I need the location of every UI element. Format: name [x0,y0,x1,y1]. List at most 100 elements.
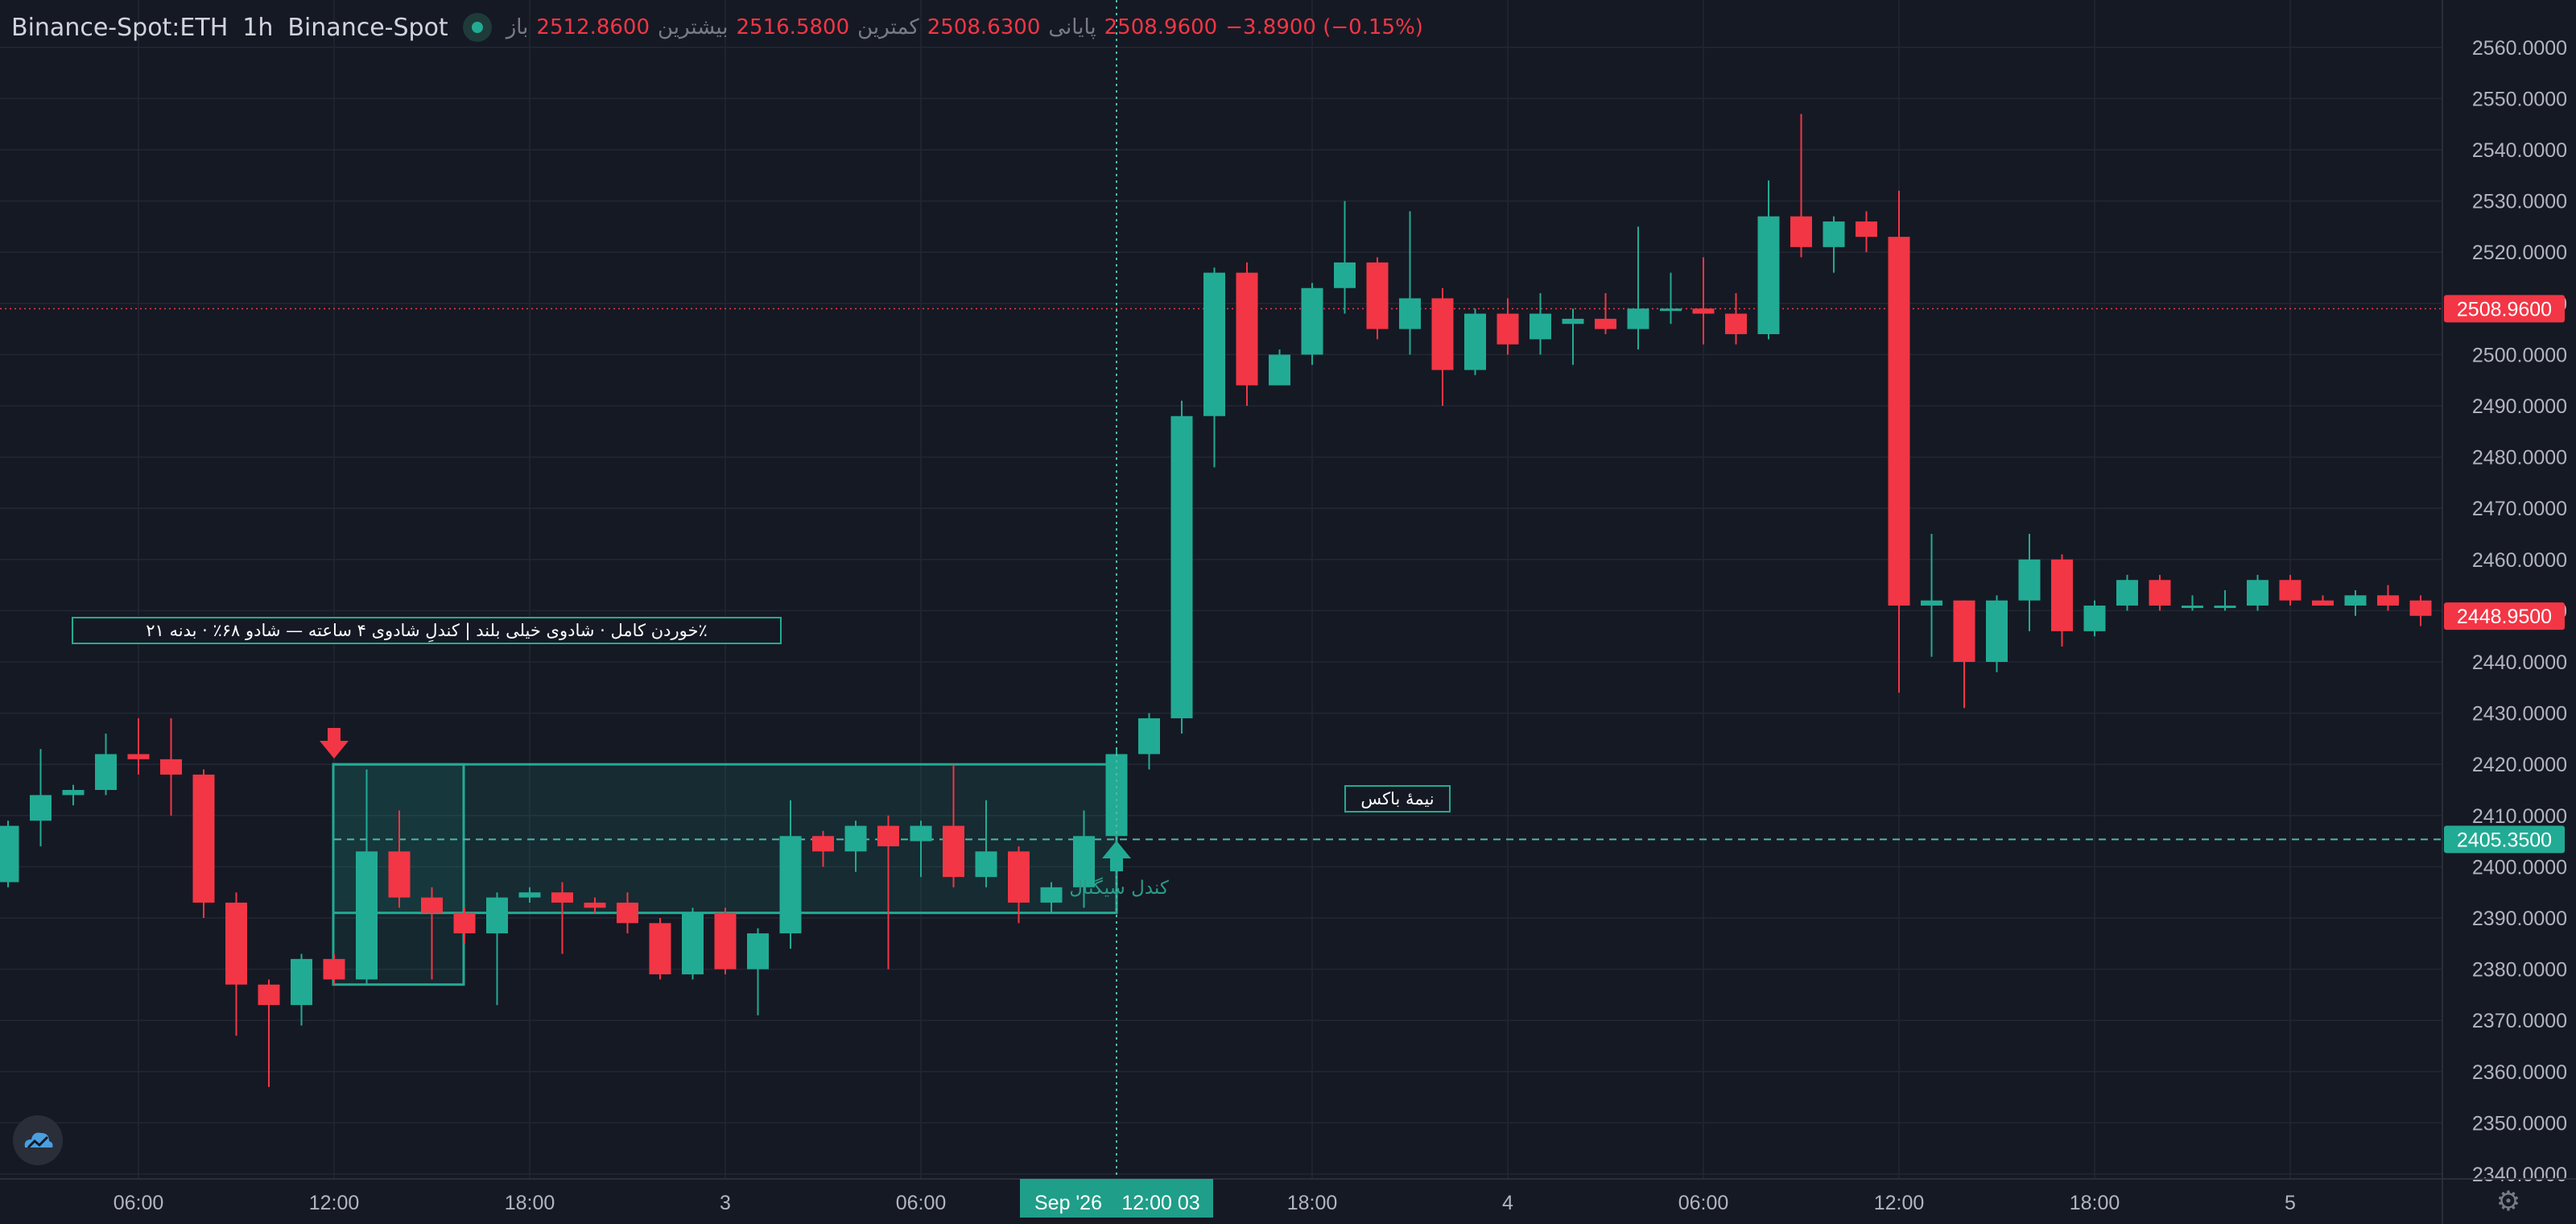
candle-body [2083,606,2106,631]
half-box-label-frame [1344,785,1451,813]
time-tick-label: 12:00 [309,1192,360,1214]
candle-body [1725,313,1747,334]
candle-body [714,912,737,970]
price-tick-label: 2470.0000 [2472,498,2567,520]
exchange-name: Binance-Spot [287,13,448,42]
price-tick-label: 2460.0000 [2472,549,2567,572]
candle-body [682,912,704,974]
candle-body [1105,754,1128,837]
candle-body [812,836,834,852]
chart-overlays: ٪خوردن کامل · شادوی خیلی بلند | کندلِ شا… [72,0,1451,1179]
low-label: کمترین [857,15,919,39]
symbol-name[interactable]: Binance-Spot:ETH [11,13,229,42]
candle-body [2312,600,2334,606]
time-tick-label: 12:00 [1874,1192,1925,1214]
candle-body [1236,272,1258,386]
high-value: 2516.5800 [736,15,850,39]
candle-body [1595,318,1616,329]
candle-body [1986,600,2008,662]
change-value: −3.8900 (−0.15%) [1225,15,1423,39]
half-box-label: نیمهٔ باکس [1360,789,1434,808]
price-tick-label: 2430.0000 [2472,703,2567,726]
candle-body [2149,580,2171,606]
price-label-tag [2444,295,2565,323]
sell-arrow-icon [320,728,349,759]
candle-body [518,892,541,898]
interval-label[interactable]: 1h [242,13,274,42]
candle-body [2344,595,2367,606]
time-tick-label: 3 [720,1192,731,1214]
price-axis: 2340.0000 2350.0000 2360.0000 2370.0000 2380… [2442,0,2567,1224]
high-label: بیشترین [658,15,729,39]
candle-body [1856,221,1877,238]
candle-body [62,790,85,796]
market-status-icon[interactable] [462,13,492,42]
candle-body [975,851,997,878]
price-tick-label: 2410.0000 [2472,805,2567,828]
candle-body [2116,580,2138,606]
signal-label: کندل سیگنال [1069,877,1169,899]
candle-body [779,836,802,934]
candle-body [1496,313,1519,345]
candle-body [844,825,867,852]
candle-series [0,114,2432,1087]
price-tick-label: 2560.0000 [2472,37,2567,60]
candle-body [95,754,117,790]
candle-body [0,825,19,883]
candle-body [2409,600,2432,616]
candle-body [1627,308,1649,329]
crosshair-time: 12:00 03 [1121,1192,1199,1214]
price-tick-label: 2340.0000 [2472,1164,2567,1186]
candle-body [1953,600,1975,662]
candle-body [30,795,52,821]
candle-body [291,958,312,1006]
candle-body [421,897,443,913]
candle-body [1269,354,1290,386]
candle-body [943,825,964,878]
candle-body [910,825,932,842]
tradingview-logo-icon[interactable] [13,1115,63,1165]
price-tick-label: 2360.0000 [2472,1061,2567,1084]
candle-body [388,851,411,898]
candle-body [258,984,280,1006]
candle-body [453,912,476,934]
close-label: پایانی [1048,15,1096,39]
candle-body [486,897,508,934]
price-label-text: 2508.9600 [2457,298,2552,320]
low-value: 2508.6300 [927,15,1041,39]
candle-body [1334,262,1356,288]
price-tick-label: 2520.0000 [2472,242,2567,264]
candle-body [747,933,769,970]
candle-body [1399,298,1421,329]
candle-body [1660,308,1682,312]
candle-body [1530,313,1551,340]
price-label-text: 2448.9500 [2457,606,2552,628]
price-tick-label: 2370.0000 [2472,1010,2567,1032]
time-axis: 06:00 12:00 18:00 3 06:00 18:00 4 06:00 12:00 18:… [0,1178,2576,1218]
crosshair-time-tag [1020,1179,1213,1218]
price-tick-label: 2530.0000 [2472,191,2567,213]
chart-grid [0,0,2442,1179]
time-tick-label: 06:00 [1678,1192,1729,1214]
candle-body [1431,298,1454,370]
time-tick-label: 5 [2285,1192,2296,1214]
candle-body [1040,887,1063,903]
ohlc-values: باز 2512.8600 بیشترین 2516.5800 کمترین 2… [506,15,1423,39]
price-tick-label: 2480.0000 [2472,447,2567,469]
candle-body [2279,580,2301,601]
candle-body [1921,600,1942,606]
time-tick-label: 06:00 [114,1192,164,1214]
candle-body [1138,717,1160,755]
candle-body [1301,287,1323,355]
time-tick-label: 06:00 [896,1192,947,1214]
candle-body [877,825,899,846]
candle-body [323,958,345,980]
candle-body [617,902,638,924]
candle-body [1757,216,1780,334]
buy-arrow-icon [1102,841,1131,871]
gear-icon[interactable]: ⚙ [2496,1185,2521,1218]
price-tick-label: 2400.0000 [2472,856,2567,879]
candle-body [1464,313,1486,370]
price-tick-label: 2420.0000 [2472,754,2567,776]
